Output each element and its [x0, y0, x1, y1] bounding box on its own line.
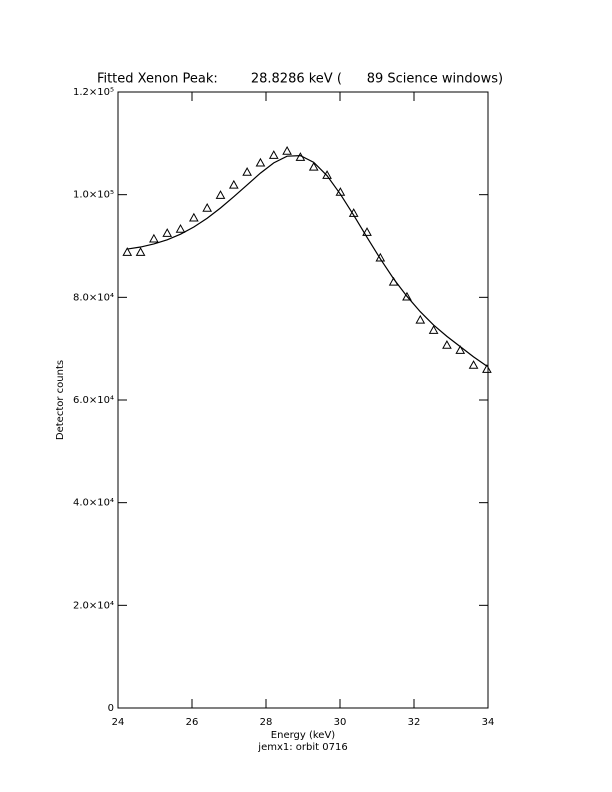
data-point: [362, 227, 372, 236]
x-axis-label: Energy (keV): [271, 730, 336, 741]
y-tick-label: 8.0×10⁴: [73, 292, 114, 303]
data-point: [175, 224, 186, 233]
data-point: [468, 360, 479, 369]
data-point: [162, 228, 173, 237]
data-point: [482, 364, 492, 373]
y-axis-label: Detector counts: [55, 360, 66, 440]
data-point: [149, 233, 159, 243]
data-point: [215, 190, 226, 199]
subtitle: jemx1: orbit 0716: [257, 742, 347, 753]
x-tick-label: 30: [334, 717, 347, 728]
data-point: [442, 340, 452, 349]
data-point: [255, 157, 266, 167]
data-point: [202, 202, 213, 212]
data-point: [228, 179, 239, 189]
data-point: [242, 167, 252, 176]
data-point: [308, 161, 319, 171]
data-point: [135, 247, 146, 256]
x-tick-label: 28: [260, 717, 273, 728]
fit-line: [127, 155, 488, 367]
data-point: [415, 314, 426, 324]
chart-title: Fitted Xenon Peak: 28.8286 keV ( 89 Scie…: [97, 72, 503, 87]
x-tick-label: 32: [408, 717, 421, 728]
x-tick-label: 34: [482, 717, 495, 728]
data-point: [455, 345, 466, 354]
y-tick-label: 6.0×10⁴: [73, 395, 114, 406]
x-tick-label: 26: [186, 717, 199, 728]
y-tick-label: 2.0×10⁴: [73, 600, 114, 611]
data-point: [322, 170, 332, 179]
data-point: [402, 291, 412, 301]
y-tick-label: 4.0×10⁴: [73, 498, 114, 509]
data-point: [122, 247, 133, 256]
data-point: [375, 252, 386, 262]
y-tick-label: 1.2×10⁵: [73, 87, 114, 98]
data-point: [189, 212, 199, 222]
data-point: [268, 150, 279, 159]
y-tick-label: 1.0×10⁵: [73, 190, 114, 201]
x-tick-label: 24: [112, 717, 125, 728]
y-tick-label: 0: [108, 703, 114, 714]
data-point: [282, 146, 292, 155]
data-point: [428, 325, 439, 334]
